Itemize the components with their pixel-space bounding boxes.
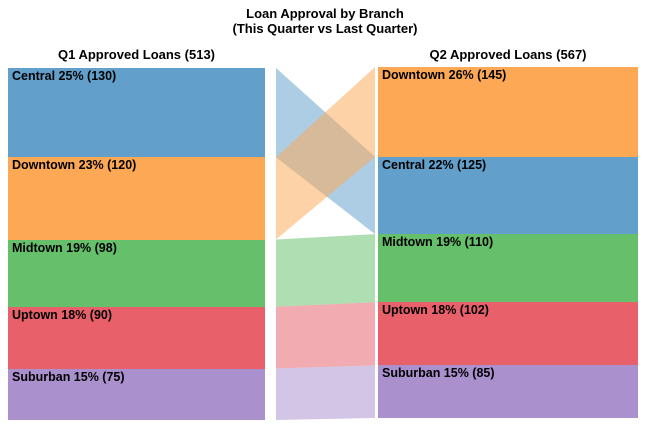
chart-title-line2: (This Quarter vs Last Quarter): [232, 21, 418, 36]
q1-column-header: Q1 Approved Loans (513): [58, 47, 215, 62]
q1-stacked-bar: Central 25% (130) Downtown 23% (120) Midto…: [8, 68, 265, 420]
segment-downtown: Downtown 23% (120): [8, 157, 265, 240]
segment-label: Midtown 19% (98): [12, 240, 117, 255]
segment-midtown: Midtown 19% (110): [378, 234, 638, 303]
segment-central: Central 22% (125): [378, 156, 638, 235]
segment-label: Suburban 15% (75): [12, 369, 125, 384]
segment-label: Uptown 18% (102): [382, 303, 489, 318]
segment-central: Central 25% (130): [8, 68, 265, 158]
flow-uptown: [276, 302, 375, 369]
q2-stacked-bar: Downtown 26% (145) Central 22% (125) Midto…: [378, 67, 638, 418]
segment-label: Suburban 15% (85): [382, 366, 495, 381]
chart-title-line1: Loan Approval by Branch: [246, 6, 404, 21]
segment-label: Uptown 18% (90): [12, 307, 113, 322]
segment-label: Downtown 26% (145): [382, 68, 507, 82]
segment-midtown: Midtown 19% (98): [8, 239, 265, 307]
q2-column-header: Q2 Approved Loans (567): [429, 47, 587, 62]
segment-downtown: Downtown 26% (145): [378, 67, 638, 157]
segment-label: Midtown 19% (110): [382, 235, 494, 250]
segment-uptown: Uptown 18% (102): [378, 302, 638, 366]
segment-suburban: Suburban 15% (85): [378, 365, 638, 418]
segment-label: Central 22% (125): [382, 157, 487, 172]
segment-label: Downtown 23% (120): [12, 158, 137, 173]
segment-label: Central 25% (130): [12, 69, 117, 83]
flow-downtown: [276, 67, 375, 240]
segment-suburban: Suburban 15% (75): [8, 368, 265, 420]
segment-uptown: Uptown 18% (90): [8, 306, 265, 369]
flow-suburban: [276, 365, 375, 420]
chart-title: Loan Approval by Branch (This Quarter vs…: [0, 6, 650, 36]
flow-midtown: [276, 234, 375, 307]
